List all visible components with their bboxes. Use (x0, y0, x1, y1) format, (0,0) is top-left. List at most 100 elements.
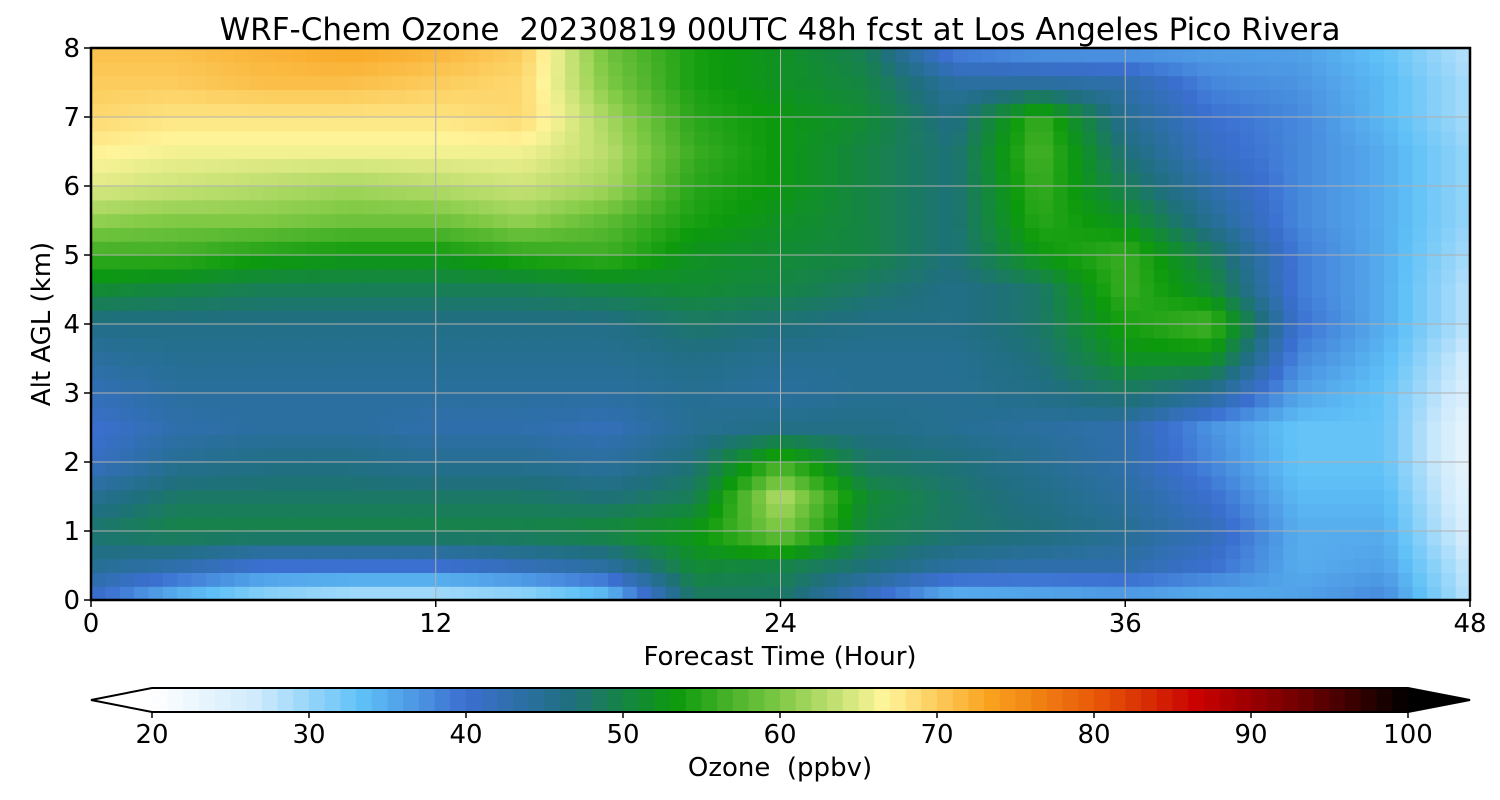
heatmap-cell (1211, 586, 1227, 600)
heatmap-cell (335, 393, 351, 408)
heatmap-cell (119, 462, 135, 477)
heatmap-cell (809, 517, 825, 532)
heatmap-cell (1168, 227, 1184, 242)
heatmap-cell (1082, 544, 1098, 560)
heatmap-cell (1053, 75, 1069, 90)
heatmap-cell (751, 213, 767, 228)
heatmap-cell (1053, 544, 1069, 560)
heatmap-cell (1412, 172, 1428, 187)
heatmap-cell (249, 420, 264, 435)
heatmap-cell (708, 531, 724, 546)
heatmap-cell (766, 61, 782, 77)
heatmap-cell (866, 379, 882, 394)
heatmap-cell (1082, 75, 1098, 90)
heatmap-cell (392, 61, 408, 77)
heatmap-cell (392, 365, 408, 380)
heatmap-cell (1010, 393, 1026, 408)
heatmap-cell (608, 572, 624, 587)
heatmap-cell (651, 227, 667, 242)
heatmap-cell (1240, 434, 1256, 449)
y-tick-label: 6 (63, 172, 80, 202)
heatmap-cell (464, 420, 480, 435)
colorbar-segment (1376, 688, 1393, 712)
heatmap-cell (636, 489, 652, 504)
heatmap-cell (1010, 379, 1026, 394)
heatmap-cell (249, 393, 264, 408)
heatmap-cell (579, 158, 595, 173)
heatmap-cell (464, 310, 480, 325)
heatmap-cell (751, 158, 767, 173)
heatmap-cell (378, 172, 394, 187)
heatmap-cell (737, 489, 753, 504)
heatmap-cell (723, 393, 738, 408)
heatmap-cell (1283, 268, 1299, 284)
heatmap-cell (392, 503, 408, 518)
heatmap-cell (852, 48, 868, 63)
heatmap-cell (220, 89, 236, 104)
heatmap-cell (91, 531, 106, 546)
heatmap-cell (780, 241, 796, 256)
heatmap-cell (924, 282, 940, 297)
heatmap-cell (363, 558, 379, 573)
heatmap-cell (1153, 475, 1169, 491)
heatmap-cell (507, 103, 523, 118)
heatmap-cell (1010, 462, 1026, 477)
heatmap-cell (421, 130, 437, 146)
heatmap-cell (277, 61, 293, 77)
heatmap-cell (1268, 268, 1284, 284)
heatmap-cell (263, 48, 279, 63)
heatmap-cell (938, 144, 954, 159)
heatmap-cell (708, 558, 724, 573)
heatmap-cell (1125, 531, 1141, 546)
heatmap-cell (766, 89, 782, 104)
heatmap-cell (1240, 199, 1256, 215)
heatmap-cell (780, 158, 796, 173)
heatmap-cell (392, 324, 408, 339)
heatmap-cell (249, 130, 264, 146)
heatmap-cell (809, 227, 825, 242)
heatmap-cell (148, 324, 164, 339)
heatmap-cell (1254, 89, 1270, 104)
heatmap-cell (565, 379, 580, 394)
heatmap-cell (1426, 558, 1442, 573)
heatmap-cell (91, 186, 106, 201)
heatmap-cell (450, 89, 466, 104)
heatmap-cell (995, 48, 1011, 63)
heatmap-cell (277, 75, 293, 90)
heatmap-cell (536, 586, 552, 600)
heatmap-cell (1340, 227, 1356, 242)
heatmap-cell (622, 351, 638, 366)
heatmap-cell (493, 241, 509, 256)
heatmap-cell (306, 379, 322, 394)
heatmap-cell (636, 503, 652, 518)
colorbar-segment (1360, 688, 1378, 712)
heatmap-cell (220, 48, 236, 63)
heatmap-cell (1182, 489, 1198, 504)
heatmap-cell (708, 503, 724, 518)
heatmap-cell (565, 365, 580, 380)
heatmap-cell (636, 572, 652, 587)
heatmap-cell (837, 213, 853, 228)
colorbar-tick-label: 70 (920, 720, 953, 750)
heatmap-cell (493, 268, 509, 284)
heatmap-cell (205, 434, 221, 449)
heatmap-cell (148, 406, 164, 422)
heatmap-cell (1082, 117, 1098, 132)
heatmap-cell (1311, 558, 1327, 573)
heatmap-cell (1311, 186, 1327, 201)
heatmap-cell (967, 61, 983, 77)
heatmap-cell (1067, 475, 1083, 491)
heatmap-cell (91, 61, 106, 77)
heatmap-cell (1024, 199, 1040, 215)
heatmap-cell (1283, 586, 1299, 600)
heatmap-cell (1455, 531, 1470, 546)
heatmap-cell (952, 61, 968, 77)
heatmap-cell (1053, 558, 1069, 573)
heatmap-cell (1283, 406, 1299, 422)
heatmap-cell (493, 475, 509, 491)
heatmap-cell (234, 241, 250, 256)
heatmap-cell (1268, 282, 1284, 297)
heatmap-cell (191, 296, 207, 311)
heatmap-cell (852, 61, 868, 77)
heatmap-cell (852, 517, 868, 532)
